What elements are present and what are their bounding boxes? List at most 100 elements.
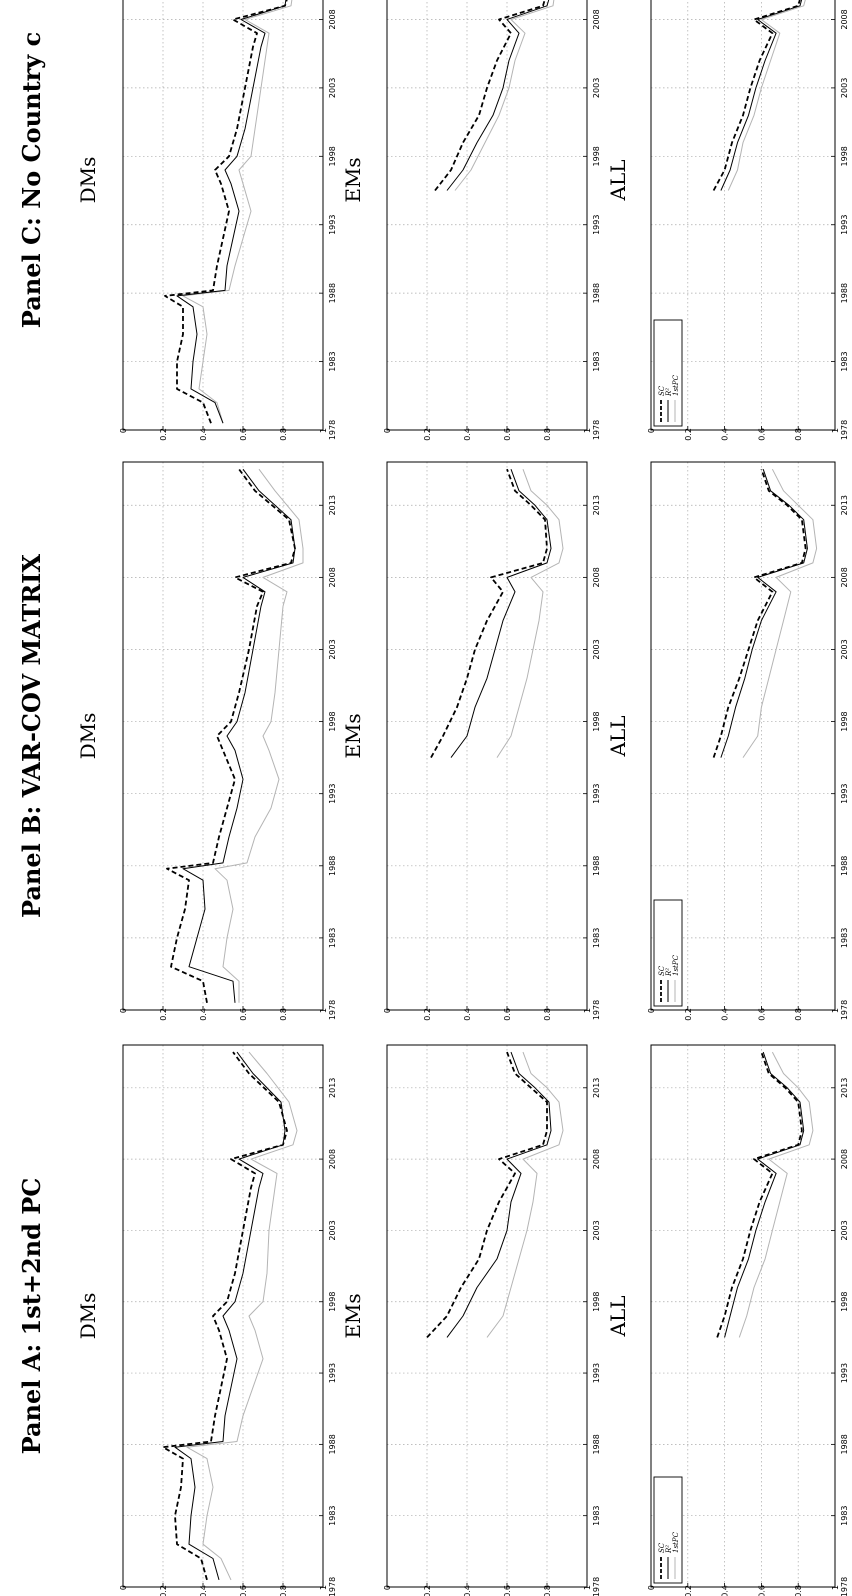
subplot-ems: EMs 1978 1983 1988 1993 1998 2003 2008 2013 0 0.2 0… bbox=[341, 1044, 601, 1596]
y-tick-label: 0.4 bbox=[463, 428, 472, 441]
series-line-sc bbox=[712, 0, 801, 191]
y-tick-label: 0 bbox=[647, 1585, 656, 1590]
y-tick-label: 0.8 bbox=[794, 1008, 803, 1021]
x-tick-label: 1983 bbox=[592, 928, 601, 948]
y-tick-label: 0 bbox=[119, 1008, 128, 1013]
subplot-title: ALL bbox=[606, 715, 630, 757]
x-tick-label: 1983 bbox=[840, 351, 849, 371]
x-tick-label: 2008 bbox=[840, 9, 849, 29]
y-tick-label: 1 bbox=[319, 428, 328, 433]
x-tick-label: 2008 bbox=[592, 567, 601, 587]
legend-label-sc: SC bbox=[658, 1542, 666, 1553]
x-tick-label: 2003 bbox=[328, 78, 337, 98]
series-line-r2 bbox=[182, 468, 296, 1003]
x-tick-label: 1993 bbox=[592, 1363, 601, 1383]
x-tick-label: 2008 bbox=[840, 1149, 849, 1169]
x-tick-label: 1993 bbox=[328, 784, 337, 804]
x-tick-label: 1978 bbox=[840, 1000, 849, 1020]
panel-title: Panel A: 1st+2nd PC bbox=[17, 1178, 46, 1455]
series-line-pc bbox=[742, 468, 818, 758]
x-tick-label: 1993 bbox=[592, 784, 601, 804]
y-tick-label: 0.8 bbox=[543, 1008, 552, 1021]
y-tick-label: 1 bbox=[583, 1585, 592, 1590]
series-group bbox=[164, 0, 293, 424]
subplot-title: EMs bbox=[341, 157, 365, 202]
x-tick-label: 1988 bbox=[840, 1434, 849, 1454]
y-tick-label: 0.8 bbox=[794, 1585, 803, 1596]
y-tick-label: 1 bbox=[831, 1008, 840, 1013]
subplot-dms: DMs 1978 1983 1988 1993 1998 2003 2008 2013 0 0.2 0… bbox=[76, 461, 337, 1021]
x-tick-label: 1998 bbox=[840, 1292, 849, 1312]
y-tick-label: 0.8 bbox=[279, 428, 288, 441]
subplot-all: ALL 1978 1983 1988 1993 1998 2003 2008 2013 0 0.2 0… bbox=[606, 1044, 849, 1596]
x-tick-label: 1993 bbox=[840, 215, 849, 235]
y-tick-label: 0.4 bbox=[463, 1008, 472, 1021]
y-tick-label: 0.4 bbox=[199, 428, 208, 441]
subplot-title: DMs bbox=[76, 713, 100, 760]
series-line-sc bbox=[712, 468, 807, 758]
series-line-sc bbox=[426, 1051, 548, 1339]
subplot-all: ALL 1978 1983 1988 1993 1998 2003 2008 2013 0 0.2 0… bbox=[606, 461, 849, 1021]
y-tick-label: 0.6 bbox=[503, 1008, 512, 1021]
plot-frame bbox=[122, 1044, 324, 1588]
x-tick-label: 2003 bbox=[840, 78, 849, 98]
x-tick-label: 1998 bbox=[328, 711, 337, 731]
x-tick-label: 1978 bbox=[328, 420, 337, 440]
x-tick-label: 2008 bbox=[592, 1149, 601, 1169]
x-tick-label: 1993 bbox=[840, 784, 849, 804]
y-tick-label: 0.6 bbox=[239, 1585, 248, 1596]
y-tick-label: 0.2 bbox=[684, 428, 693, 441]
x-tick-label: 2003 bbox=[592, 78, 601, 98]
series-line-pc bbox=[486, 1051, 564, 1338]
y-tick-label: 1 bbox=[831, 428, 840, 433]
x-tick-label: 1988 bbox=[592, 283, 601, 303]
x-tick-label: 1998 bbox=[328, 1292, 337, 1312]
y-tick-label: 1 bbox=[583, 1008, 592, 1013]
x-tick-label: 1978 bbox=[840, 420, 849, 440]
x-tick-label: 1983 bbox=[840, 928, 849, 948]
x-tick-label: 1998 bbox=[592, 146, 601, 166]
x-tick-label: 1993 bbox=[592, 215, 601, 235]
subplot-title: ALL bbox=[606, 159, 630, 201]
series-group bbox=[430, 468, 564, 759]
y-tick-label: 0.6 bbox=[503, 1585, 512, 1596]
y-tick-label: 0 bbox=[383, 1008, 392, 1013]
x-tick-label: 1983 bbox=[328, 351, 337, 371]
y-tick-label: 0.6 bbox=[757, 1585, 766, 1596]
x-tick-label: 1988 bbox=[840, 283, 849, 303]
x-tick-label: 2003 bbox=[592, 1220, 601, 1240]
y-tick-label: 1 bbox=[831, 1585, 840, 1590]
subplot-ems: EMs 1978 1983 1988 1993 1998 2003 2008 2013 0 0.2 0… bbox=[341, 461, 601, 1021]
y-tick-label: 0 bbox=[119, 1585, 128, 1590]
series-group bbox=[712, 468, 818, 758]
x-tick-label: 2013 bbox=[328, 1078, 337, 1098]
series-line-sc bbox=[716, 1051, 803, 1338]
x-tick-label: 1978 bbox=[328, 1000, 337, 1020]
y-tick-label: 0.4 bbox=[199, 1008, 208, 1021]
y-tick-label: 0.2 bbox=[423, 1585, 432, 1596]
series-line-sc bbox=[162, 1051, 288, 1581]
legend-label-pc: 1stPC bbox=[672, 954, 680, 976]
x-tick-label: 1988 bbox=[592, 856, 601, 876]
x-tick-label: 1988 bbox=[840, 856, 849, 876]
series-line-pc bbox=[182, 0, 293, 424]
series-group bbox=[434, 0, 555, 192]
subplot-all: ALL 1978 1983 1988 1993 1998 2003 2008 0 0.2 0.4 0.… bbox=[606, 0, 849, 441]
x-tick-label: 1978 bbox=[328, 1577, 337, 1596]
y-tick-label: 0.8 bbox=[279, 1585, 288, 1596]
x-tick-label: 2013 bbox=[592, 495, 601, 515]
series-line-sc bbox=[166, 468, 296, 1003]
y-tick-label: 0 bbox=[647, 428, 656, 433]
subplot-title: DMs bbox=[76, 157, 100, 204]
y-tick-label: 0.2 bbox=[159, 1008, 168, 1021]
series-group bbox=[166, 468, 304, 1003]
y-tick-label: 0.4 bbox=[199, 1585, 208, 1596]
plot-frame bbox=[650, 1044, 836, 1588]
panel-title: Panel C: No Country c bbox=[17, 32, 46, 328]
y-tick-label: 0.6 bbox=[239, 1008, 248, 1021]
subplot-title: EMs bbox=[341, 1293, 365, 1338]
y-tick-label: 0.6 bbox=[757, 1008, 766, 1021]
